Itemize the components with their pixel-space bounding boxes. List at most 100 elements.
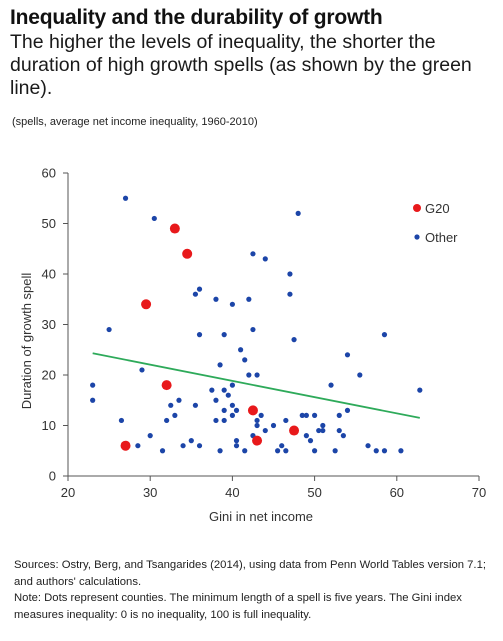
other-point xyxy=(279,443,285,449)
other-point xyxy=(287,271,293,277)
other-point xyxy=(229,301,235,307)
other-point xyxy=(312,448,318,454)
other-point xyxy=(303,412,309,418)
other-point xyxy=(209,387,215,393)
x-tick-label: 60 xyxy=(390,485,404,500)
chart-note: (spells, average net income inequality, … xyxy=(12,116,258,128)
x-tick-label: 30 xyxy=(143,485,157,500)
x-axis-label: Gini in net income xyxy=(209,509,313,524)
other-point xyxy=(192,402,199,408)
g20-point xyxy=(252,435,263,446)
other-point xyxy=(164,417,170,424)
other-point xyxy=(398,448,404,454)
other-point xyxy=(229,382,235,388)
other-point xyxy=(221,387,227,393)
y-tick-label: 0 xyxy=(49,469,56,484)
other-point xyxy=(233,443,240,449)
y-tick-label: 50 xyxy=(42,216,56,231)
other-point xyxy=(221,407,227,413)
x-tick-label: 50 xyxy=(307,485,321,500)
other-point xyxy=(188,438,194,444)
data-points xyxy=(90,195,423,454)
other-point xyxy=(147,433,153,439)
other-point xyxy=(90,397,96,403)
other-point xyxy=(180,443,186,449)
g20-point xyxy=(289,425,300,436)
chart-axes: 0 10 20 30 40 50 60 20 30 40 50 60 70 xyxy=(42,166,487,501)
g20-point xyxy=(169,223,180,234)
other-point xyxy=(213,397,219,403)
other-point xyxy=(262,427,268,434)
other-point xyxy=(344,407,351,413)
other-point xyxy=(176,397,182,403)
g20-point xyxy=(247,405,258,416)
other-point xyxy=(250,251,256,257)
trend-line-group xyxy=(92,352,420,419)
other-point xyxy=(381,448,388,454)
x-tick-label: 20 xyxy=(61,485,75,500)
other-point xyxy=(307,438,314,444)
other-point xyxy=(332,448,338,454)
y-tick-label: 40 xyxy=(42,267,56,282)
y-tick-label: 10 xyxy=(42,418,56,433)
other-point xyxy=(381,332,388,338)
other-point xyxy=(287,291,293,297)
legend-label: Other xyxy=(425,230,458,245)
other-point xyxy=(139,367,145,373)
legend-marker xyxy=(413,204,421,212)
other-point xyxy=(295,210,301,216)
other-point xyxy=(254,422,260,429)
other-point xyxy=(217,448,223,454)
other-point xyxy=(246,372,252,378)
y-tick-label: 20 xyxy=(42,368,56,383)
footer-sources: Sources: Ostry, Berg, and Tsangarides (2… xyxy=(14,559,486,588)
footer-note: Note: Dots represent counties. The minim… xyxy=(14,592,462,621)
other-point xyxy=(213,296,219,302)
other-point xyxy=(242,448,248,454)
other-point xyxy=(316,427,322,434)
other-point xyxy=(254,417,260,424)
other-point xyxy=(221,332,227,338)
scatter-chart: 0 10 20 30 40 50 60 20 30 40 50 60 70 G20 Other Gini … xyxy=(19,166,487,525)
other-point xyxy=(229,402,235,408)
g20-point xyxy=(161,380,172,391)
other-point xyxy=(213,417,219,424)
other-point xyxy=(275,448,281,454)
other-point xyxy=(246,296,252,302)
other-point xyxy=(328,382,334,388)
other-point xyxy=(283,417,289,424)
other-point xyxy=(357,372,363,378)
chart-legend: G20 Other xyxy=(413,201,458,245)
other-point xyxy=(373,448,379,454)
other-point xyxy=(217,362,223,368)
legend-label: G20 xyxy=(425,201,450,216)
chart-subtitle: The higher the levels of inequality, the… xyxy=(10,31,472,99)
other-point xyxy=(340,433,346,439)
other-point xyxy=(168,402,174,408)
other-point xyxy=(233,438,240,444)
y-tick-label: 60 xyxy=(42,166,56,181)
other-point xyxy=(320,422,326,429)
other-point xyxy=(118,417,125,424)
legend-marker xyxy=(414,234,420,240)
other-point xyxy=(233,407,240,413)
other-point xyxy=(229,412,235,418)
y-tick-label: 30 xyxy=(42,317,56,332)
other-point xyxy=(135,443,141,449)
other-point xyxy=(90,382,96,388)
other-point xyxy=(196,332,203,338)
other-point xyxy=(417,387,423,393)
other-point xyxy=(336,412,342,418)
other-point xyxy=(291,337,297,343)
other-point xyxy=(122,195,129,201)
other-point xyxy=(262,256,268,262)
other-point xyxy=(192,291,199,297)
g20-point xyxy=(182,248,193,259)
other-point xyxy=(221,417,227,424)
other-point xyxy=(242,357,248,363)
other-point xyxy=(344,352,351,358)
chart-title: Inequality and the durability of growth xyxy=(10,6,383,29)
other-point xyxy=(151,215,157,222)
other-point xyxy=(225,392,231,398)
other-point xyxy=(336,427,342,434)
